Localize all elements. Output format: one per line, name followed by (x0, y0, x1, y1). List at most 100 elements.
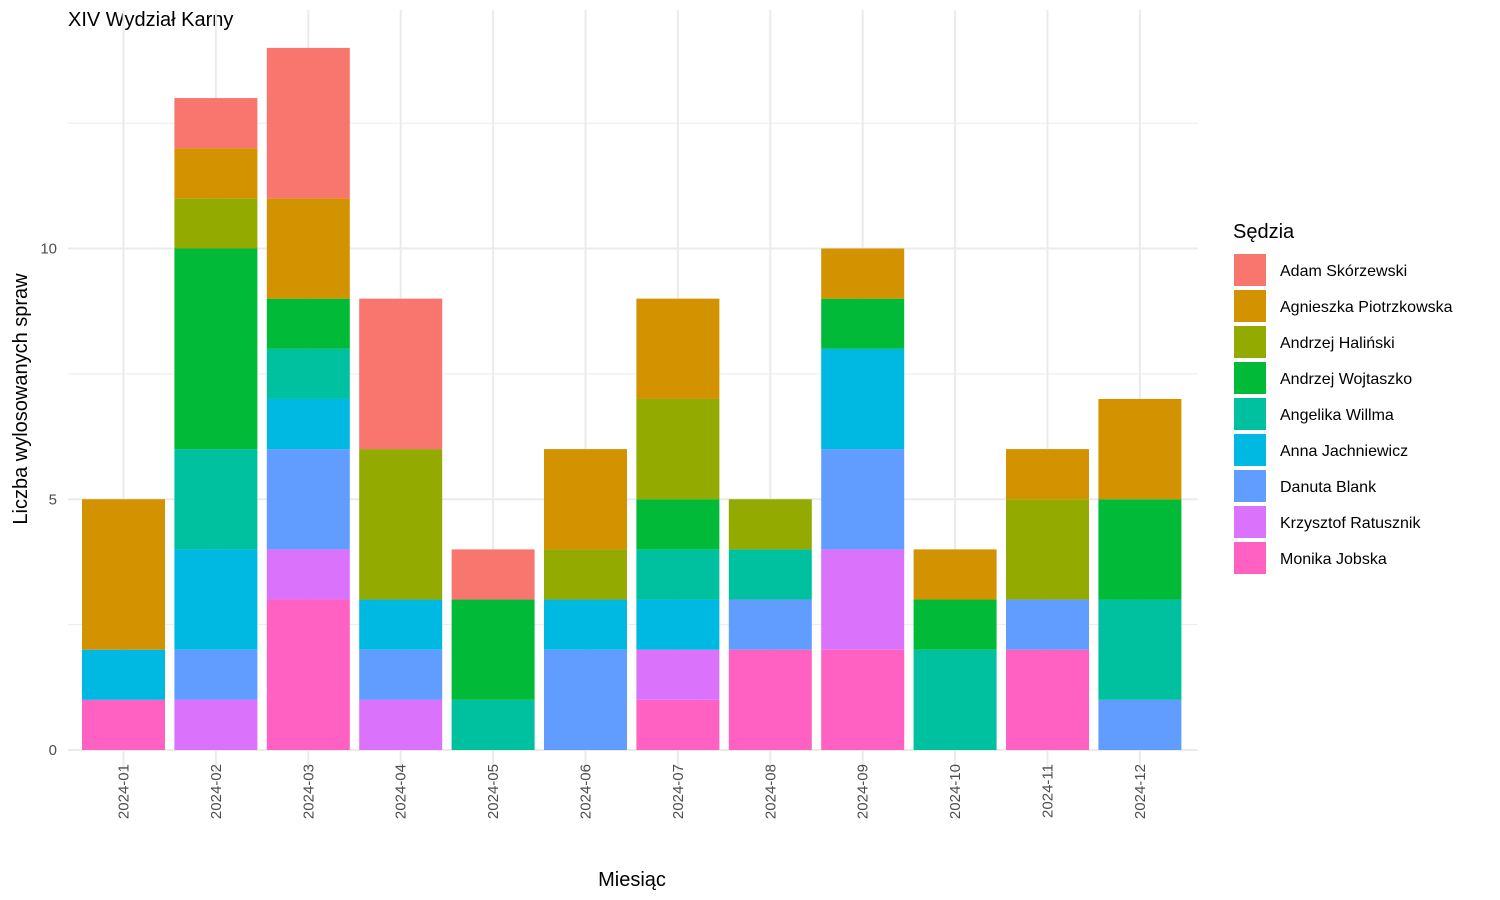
bar-segment (174, 549, 258, 650)
bar-segment (266, 198, 350, 299)
bar-segment (636, 599, 720, 650)
legend-label: Anna Jachniewicz (1280, 443, 1408, 460)
bar-segment (1098, 699, 1182, 750)
legend-label: Andrzej Wojtaszko (1280, 371, 1412, 388)
bar-segment (544, 449, 627, 550)
legend-label: Krzysztof Ratusznik (1280, 515, 1421, 532)
bar-segment (266, 449, 350, 550)
bar-segment (266, 398, 350, 450)
x-tick-label: 2024-05 (485, 764, 502, 819)
bar-segment (1098, 599, 1182, 700)
legend-swatch (1234, 290, 1266, 322)
bar-segment (359, 699, 443, 750)
x-axis-title: Miesiąc (598, 869, 666, 891)
bar-segment (359, 298, 443, 450)
legend: Sędzia Adam Skórzewski Agnieszka Piotrzko… (1233, 221, 1453, 574)
bar-segment (636, 499, 720, 550)
bar-segment (636, 549, 720, 600)
legend-swatch (1234, 362, 1266, 394)
legend-swatch (1234, 434, 1266, 466)
bar-segment (1006, 649, 1089, 750)
bar-segment (174, 248, 258, 450)
bar-segment (1006, 599, 1089, 650)
bar-segment (359, 649, 443, 700)
bar-segment (451, 549, 535, 600)
bar-segment (821, 449, 905, 550)
bar-segment (544, 599, 627, 650)
bar-segment (1098, 499, 1182, 600)
x-tick-label: 2024-12 (1132, 764, 1149, 819)
chart-title: XIV Wydział Karny (68, 9, 233, 31)
y-axis-title: Liczba wylosowanych spraw (10, 273, 32, 525)
legend-label: Monika Jobska (1280, 551, 1387, 568)
bar-segment (451, 599, 535, 700)
bar-segment (82, 699, 165, 750)
bar-segment (174, 98, 258, 149)
bar-segment (636, 649, 720, 700)
bar-segment (544, 649, 627, 750)
bar-segment (821, 549, 905, 650)
bar-segment (1098, 398, 1182, 500)
bar-segment (174, 649, 258, 700)
bar-segment (82, 499, 165, 650)
bar-segment (728, 549, 812, 600)
bar-segment (913, 649, 997, 750)
x-tick-label: 2024-10 (947, 764, 964, 819)
legend-label: Danuta Blank (1280, 479, 1377, 496)
bar-segment (636, 298, 720, 399)
bar-segment (913, 549, 997, 600)
legend-swatch (1234, 326, 1266, 358)
bar-segment (821, 348, 905, 450)
x-tick-label: 2024-07 (670, 764, 687, 819)
x-axis-ticks: 2024-01 2024-02 2024-03 2024-04 2024-05 2024-… (116, 764, 1149, 819)
x-tick-label: 2024-11 (1040, 764, 1057, 818)
bar-segment (266, 298, 350, 349)
bar-segment (266, 599, 350, 750)
x-tick-label: 2024-04 (393, 764, 410, 819)
x-tick-label: 2024-02 (208, 764, 225, 819)
legend-swatch (1234, 254, 1266, 286)
x-tick-label: 2024-01 (116, 764, 133, 819)
x-tick-label: 2024-03 (300, 764, 317, 819)
y-tick-label: 5 (49, 491, 57, 508)
bar-segment (913, 599, 997, 650)
x-tick-label: 2024-06 (578, 764, 595, 819)
bar-segment (359, 599, 443, 650)
bar-segment (82, 649, 165, 700)
bar-segment (1006, 449, 1089, 500)
bar-segment (174, 699, 258, 750)
legend-label: Andrzej Haliński (1280, 335, 1395, 352)
bar-segment (544, 549, 627, 600)
bar-segment (451, 699, 535, 750)
legend-title: Sędzia (1233, 221, 1295, 243)
y-tick-label: 10 (40, 241, 57, 258)
bar-segment (728, 599, 812, 650)
bar-segment (266, 47, 350, 199)
legend-swatch (1234, 542, 1266, 574)
bar-segment (174, 449, 258, 550)
bar-segment (636, 398, 720, 500)
legend-swatch (1234, 506, 1266, 538)
bar-segment (728, 499, 812, 550)
x-tick-label: 2024-08 (762, 764, 779, 819)
legend-items: Adam Skórzewski Agnieszka Piotrzkowska And… (1234, 254, 1453, 574)
bar-segment (1006, 499, 1089, 600)
legend-label: Adam Skórzewski (1280, 263, 1407, 280)
bar-segment (636, 699, 720, 750)
bar-segment (359, 449, 443, 600)
x-tick-label: 2024-09 (855, 764, 872, 819)
legend-label: Agnieszka Piotrzkowska (1280, 299, 1453, 316)
y-tick-label: 0 (49, 742, 57, 759)
bar-segment (174, 148, 258, 199)
bar-segment (174, 198, 258, 249)
legend-swatch (1234, 398, 1266, 430)
bar-segment (266, 549, 350, 600)
legend-swatch (1234, 470, 1266, 502)
bar-segment (821, 298, 905, 349)
bar-segment (728, 649, 812, 750)
bar-segment (821, 248, 905, 299)
y-axis-ticks: 0 5 10 (40, 241, 57, 760)
bar-segment (266, 348, 350, 399)
legend-label: Angelika Willma (1280, 407, 1394, 424)
